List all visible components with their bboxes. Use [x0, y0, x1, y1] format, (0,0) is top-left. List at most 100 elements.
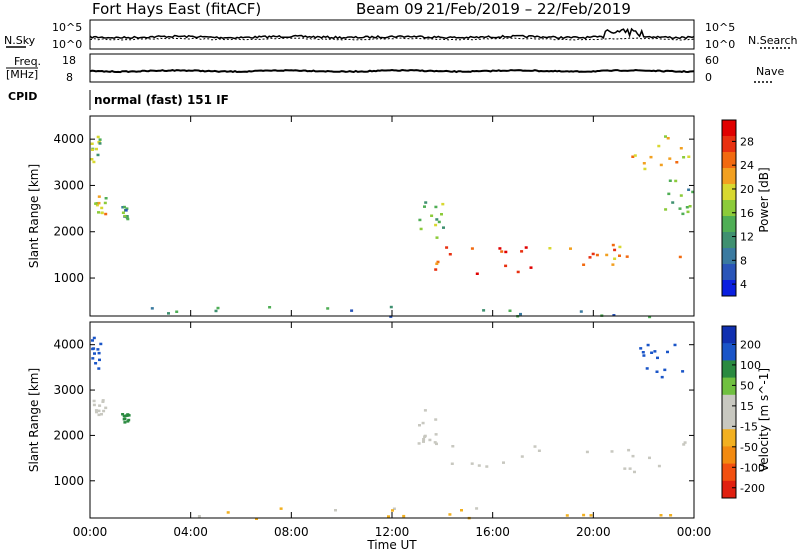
data-cell [430, 214, 434, 217]
data-cell [97, 367, 101, 370]
data-cell [422, 438, 426, 441]
beam-label: Beam 09 [356, 0, 423, 18]
data-cell [683, 441, 687, 444]
data-cell [451, 445, 455, 448]
y-tick-label: 2000 [53, 428, 84, 442]
colorbar-band [722, 360, 736, 379]
freq-left-tick-bottom: 8 [66, 71, 73, 84]
data-cell [125, 215, 129, 218]
data-cell [579, 310, 583, 313]
data-cell [434, 268, 438, 271]
x-tick-label: 00:00 [677, 525, 712, 539]
data-cell [122, 205, 126, 209]
data-cell [612, 314, 616, 317]
data-cell [214, 309, 218, 313]
data-cell [475, 507, 479, 510]
nsearch-trace [89, 37, 695, 41]
data-cell [663, 368, 667, 372]
freq-right-tick-bottom: 0 [705, 71, 712, 84]
xlabel: Time UT [366, 538, 417, 552]
power-colorbar-label: Power [dB] [757, 167, 771, 232]
data-cell [687, 155, 691, 158]
data-cell [175, 310, 179, 313]
data-cell [97, 140, 101, 144]
data-cell [434, 418, 438, 421]
data-cell [660, 375, 664, 379]
data-cell [611, 263, 615, 266]
date-range: 21/Feb/2019 – 22/Feb/2019 [426, 0, 631, 18]
cpid-label: CPID [8, 90, 37, 103]
data-cell [508, 309, 512, 312]
data-cell [104, 406, 108, 410]
data-cell [389, 315, 393, 318]
data-cell [99, 342, 103, 346]
data-cell [645, 367, 649, 370]
colorbar-tick-label: 16 [740, 207, 754, 220]
data-cell [126, 217, 130, 221]
data-cell [92, 160, 96, 164]
nsky-left-tick-bottom: 10^0 [52, 38, 82, 51]
data-cell [97, 351, 101, 355]
colorbar-tick-label: 28 [740, 135, 754, 148]
data-cell [648, 315, 652, 319]
data-cell [121, 211, 125, 214]
data-cell [279, 507, 283, 510]
data-cell [520, 250, 524, 253]
data-cell [418, 424, 421, 427]
data-cell [666, 350, 669, 354]
data-cell [94, 362, 98, 365]
nsky-strip-frame [89, 19, 695, 50]
data-cell [657, 464, 661, 468]
colorbar-band [722, 120, 736, 137]
data-cell [123, 421, 127, 424]
data-cell [642, 354, 646, 357]
data-cell [441, 202, 445, 206]
colorbar-tick-label: -100 [740, 461, 765, 474]
data-cell [657, 144, 661, 148]
data-cell [197, 515, 201, 518]
power-ylabel: Slant Range [km] [27, 164, 41, 268]
y-tick-label: 4000 [53, 132, 84, 146]
data-cell [639, 347, 643, 350]
power-heatmap [90, 135, 695, 319]
data-cell [646, 343, 650, 347]
data-cell [150, 307, 154, 310]
data-cell [326, 307, 330, 310]
nsky-left-tick-top: 10^5 [52, 21, 82, 34]
data-cell [434, 205, 438, 209]
data-cell [123, 417, 127, 420]
colorbar-frame [721, 325, 737, 499]
velocity-colorbar-label: Velocity [m s^-1] [757, 368, 771, 472]
colorbar-band [722, 280, 736, 297]
data-cell [124, 414, 128, 417]
data-cell [419, 227, 423, 231]
data-cell [417, 442, 421, 445]
data-cell [98, 404, 102, 407]
data-cell [124, 209, 128, 212]
power-panel-frame [89, 115, 695, 317]
x-tick-label: 16:00 [475, 525, 510, 539]
data-cell [92, 336, 96, 340]
data-cell [605, 253, 609, 257]
data-cell [582, 263, 586, 266]
data-cell [613, 257, 617, 260]
data-cell [669, 514, 673, 517]
data-cell [618, 245, 622, 249]
data-cell [91, 347, 95, 351]
data-cell [122, 414, 126, 418]
data-cell [681, 370, 685, 373]
y-tick-label: 2000 [53, 225, 84, 239]
data-cell [95, 410, 98, 414]
data-cell [268, 306, 272, 309]
data-cell [433, 441, 437, 444]
colorbar-tick-label: 200 [740, 338, 761, 351]
data-cell [440, 213, 443, 216]
data-cell [631, 155, 635, 158]
data-cell [668, 157, 672, 160]
data-cell [470, 462, 474, 465]
data-cell [434, 433, 438, 436]
freq-right-tick-top: 60 [705, 54, 719, 67]
data-cell [504, 264, 508, 268]
data-cell [90, 158, 94, 161]
colorbar-band [722, 429, 736, 447]
